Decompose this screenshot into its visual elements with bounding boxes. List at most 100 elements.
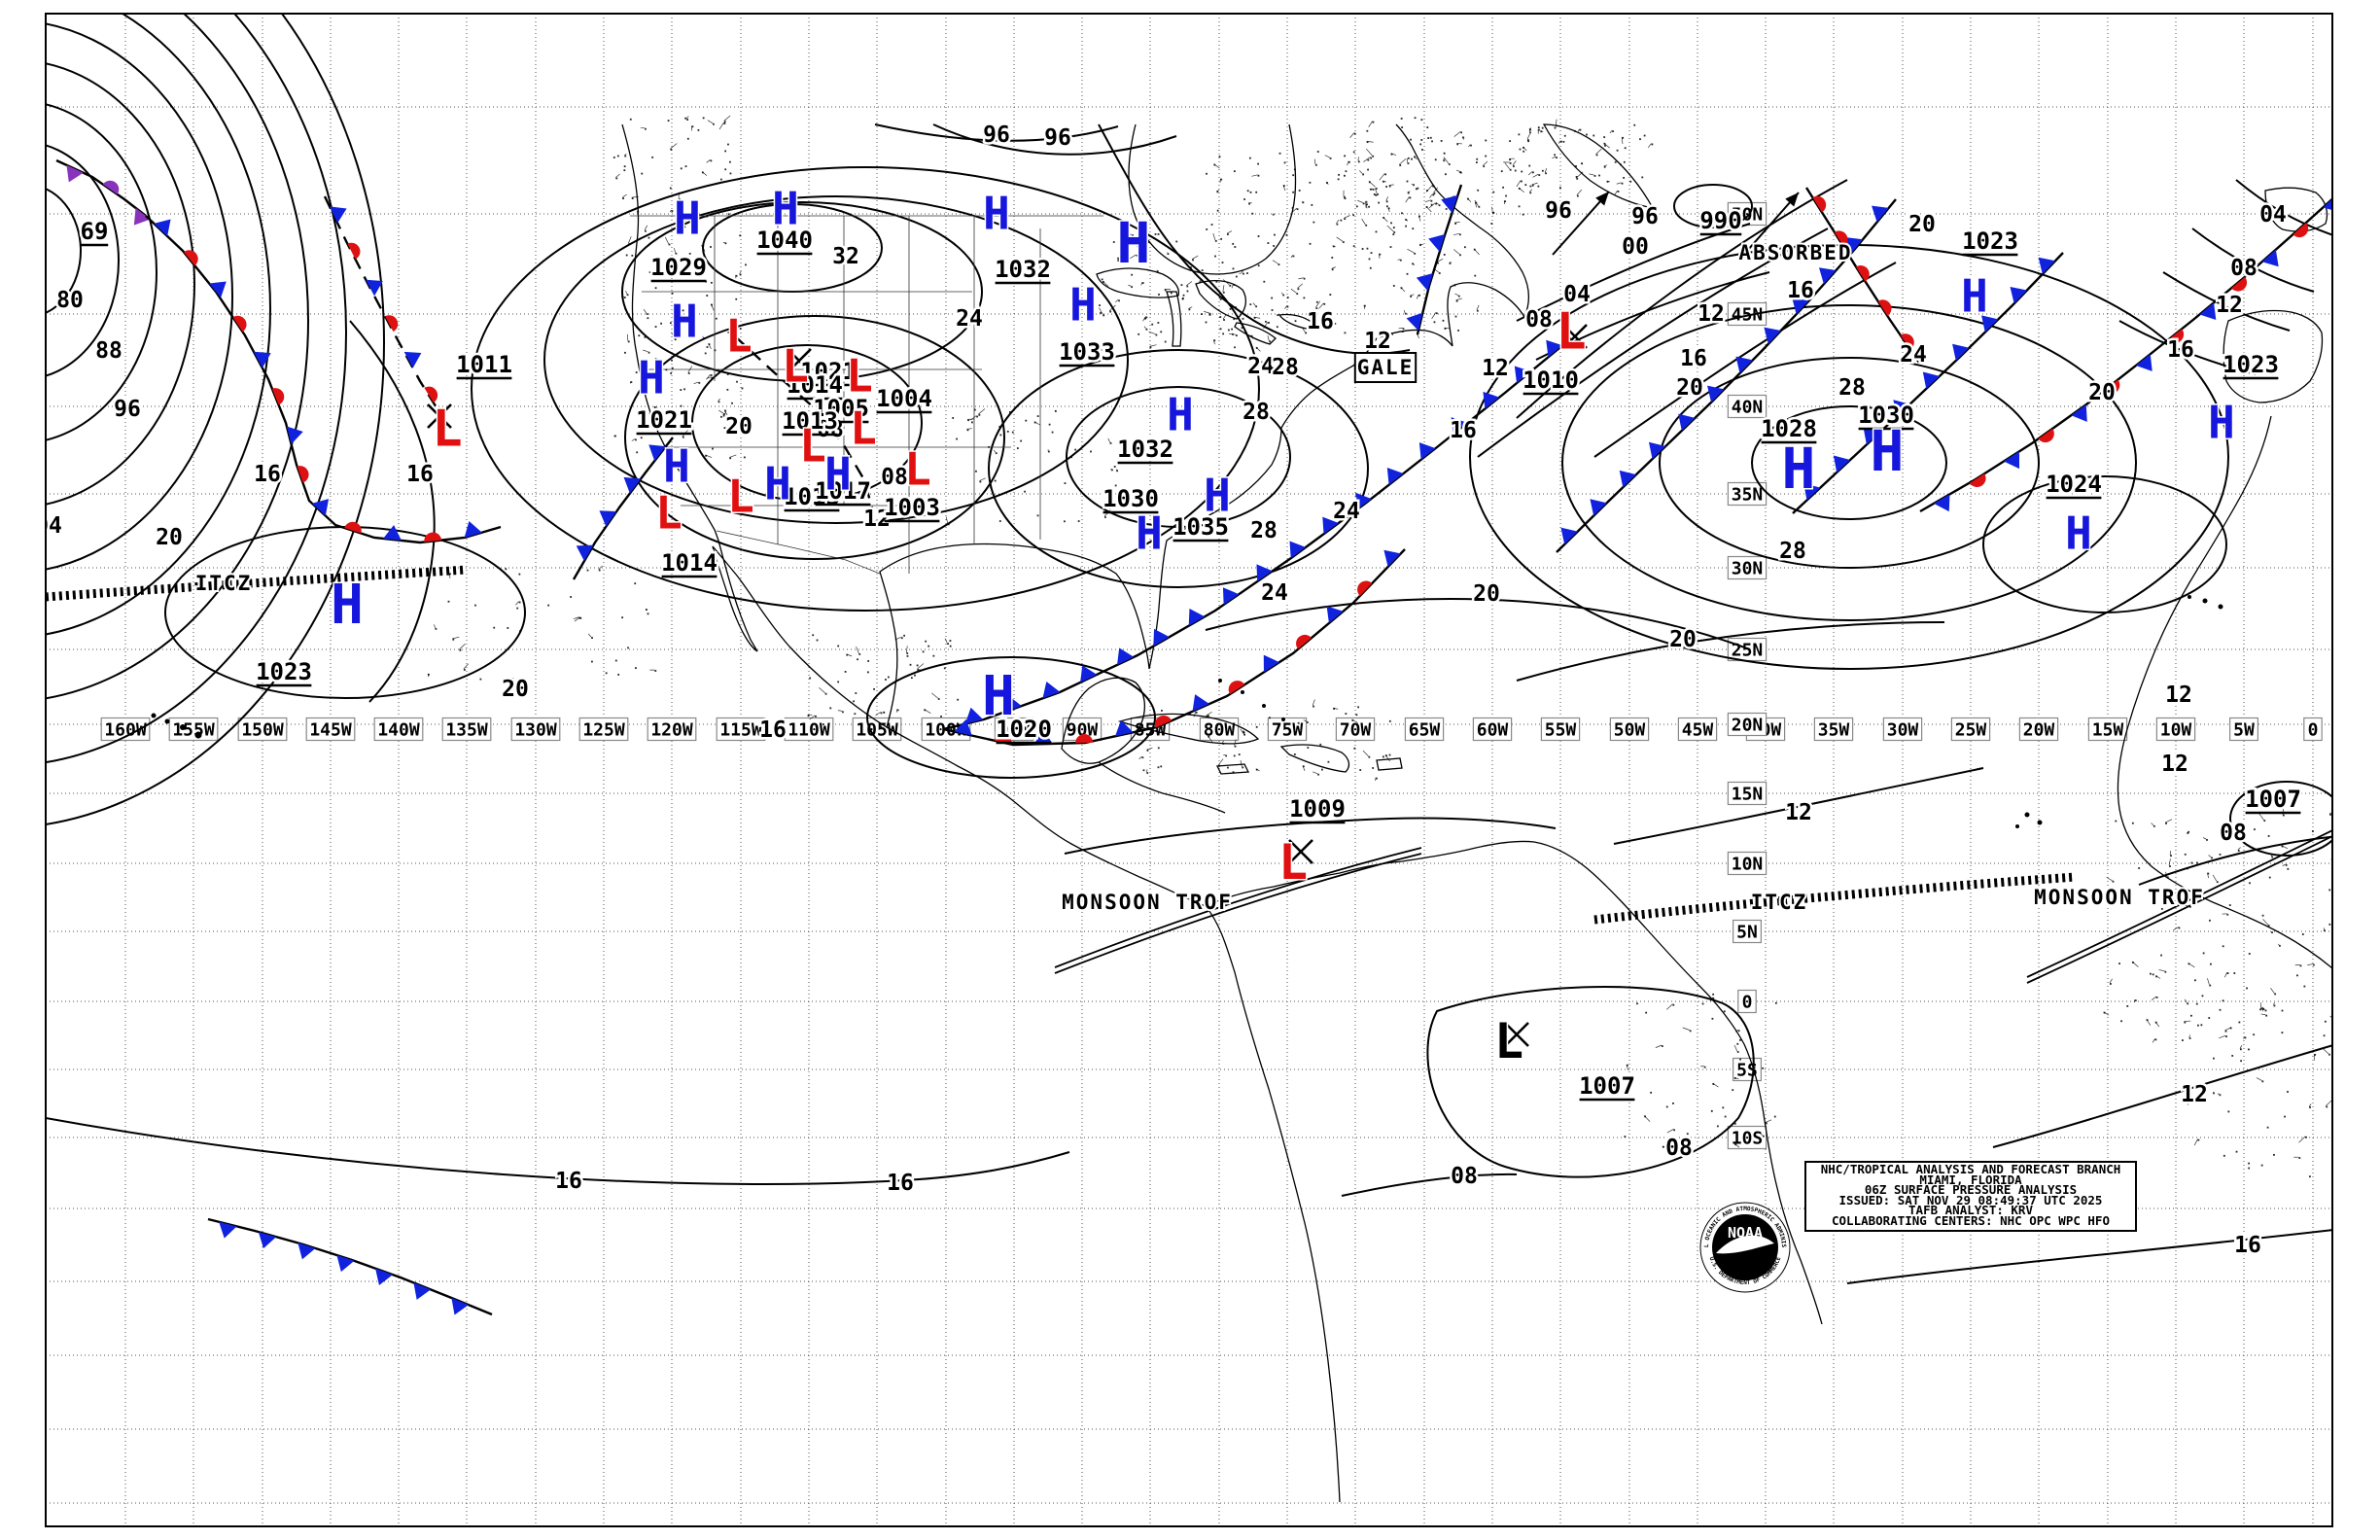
station-plot: [1221, 262, 1224, 263]
station-plot: [724, 168, 727, 171]
front-pip-triangle: [1080, 665, 1098, 682]
wind-barb: [1033, 421, 1041, 426]
wind-barb: [1332, 245, 1336, 248]
lon-label-145W-box: [305, 717, 356, 742]
lon-label-60W: 60W: [1477, 720, 1509, 741]
station-plot: [447, 600, 450, 603]
wind-barb: [809, 715, 816, 720]
front-pip-semicircle: [184, 250, 198, 266]
station-plot: [1711, 1017, 1714, 1020]
station-plot: [1509, 158, 1512, 161]
station-plot: [1458, 171, 1461, 173]
station-plot: [1541, 126, 1544, 129]
station-plot: [1357, 706, 1360, 709]
station-plot: [2311, 830, 2314, 832]
wind-barb: [1359, 170, 1363, 174]
station-plot: [1639, 138, 1641, 141]
isobar-label: 16: [555, 1169, 582, 1194]
lon-label-80W: 80W: [1204, 720, 1236, 741]
station-plot: [2260, 1164, 2263, 1167]
isobar-label: 20: [2088, 380, 2116, 405]
station-plot: [919, 669, 921, 672]
station-plot: [2326, 1105, 2328, 1108]
station-plot: [1370, 252, 1373, 255]
station-plot: [681, 314, 683, 317]
station-plot: [660, 322, 662, 325]
station-plot: [1366, 141, 1369, 144]
station-plot: [1110, 504, 1113, 507]
lon-label-120W-box: [647, 717, 697, 742]
wind-barb: [1529, 189, 1533, 192]
wind-barb: [1142, 316, 1146, 322]
station-plot: [1460, 131, 1463, 134]
wind-barb: [1577, 128, 1580, 132]
low-center: L: [655, 487, 682, 540]
wind-barb: [653, 405, 658, 408]
wind-barb: [2323, 928, 2326, 930]
station-plot: [1575, 165, 1577, 167]
station-plot: [682, 309, 684, 312]
high-center: H: [983, 188, 1010, 240]
station-plot: [1286, 297, 1289, 298]
station-plot: [739, 328, 742, 330]
station-plot: [1372, 155, 1375, 158]
wind-barb: [625, 291, 627, 295]
station-plot: [1606, 180, 1609, 183]
front-pip-triangle: [298, 1242, 316, 1260]
station-plot: [1427, 137, 1430, 139]
station-plot: [591, 660, 593, 663]
itcz-bands: [46, 565, 2332, 984]
wind-barb: [2308, 1103, 2312, 1107]
front-pip-triangle: [964, 707, 984, 724]
station-plot: [729, 172, 732, 175]
station-plot: [1181, 297, 1184, 299]
station-plot: [1418, 215, 1420, 218]
station-plot: [1137, 245, 1139, 248]
front-pip-triangle: [648, 444, 666, 462]
station-plot: [971, 421, 973, 424]
station-plot: [1537, 126, 1540, 129]
station-plot: [1167, 253, 1170, 256]
station-plot: [1220, 237, 1223, 240]
station-plot: [1505, 194, 1507, 197]
station-plot: [1154, 233, 1157, 235]
station-plot: [2169, 865, 2171, 867]
front-pip-triangle: [1764, 327, 1781, 344]
station-plot: [1278, 263, 1280, 266]
station-plot-clutter: [427, 115, 2346, 1178]
station-plot: [1319, 743, 1322, 746]
map-frame: [45, 13, 2333, 1527]
station-plot: [1736, 1042, 1739, 1045]
station-plot: [2298, 1157, 2301, 1159]
station-plot: [2344, 936, 2346, 938]
station-plot: [654, 670, 657, 672]
wind-barb: [1532, 173, 1539, 178]
wind-barb: [1213, 339, 1215, 345]
wind-barb: [706, 159, 711, 163]
front-pip-semicircle: [2038, 428, 2054, 443]
lon-label-65W: 65W: [1409, 720, 1441, 741]
station-plot: [1402, 328, 1405, 331]
station-plot: [1375, 193, 1378, 196]
isobar-label: 12: [1364, 329, 1391, 354]
station-plot: [680, 389, 682, 391]
station-plot: [1457, 295, 1460, 298]
front-pip-triangle: [1707, 385, 1725, 402]
station-plot: [710, 246, 712, 248]
wind-barb: [1444, 327, 1450, 330]
wind-barb: [1108, 504, 1111, 509]
wind-barb: [1410, 294, 1415, 297]
station-plot: [628, 243, 631, 245]
station-plot: [1141, 282, 1144, 285]
station-plot: [1485, 139, 1488, 142]
lat-label-30N: 30N: [1732, 559, 1764, 579]
wind-barb: [1398, 327, 1403, 330]
station-plot: [1117, 257, 1120, 260]
station-plot: [2339, 1039, 2341, 1041]
lon-label-35W-box: [1813, 717, 1854, 742]
station-plot: [648, 236, 650, 239]
wind-barb: [1366, 140, 1374, 143]
station-plot: [1562, 140, 1565, 143]
wind-barb: [2151, 822, 2154, 826]
front-pip-triangle: [209, 281, 227, 298]
